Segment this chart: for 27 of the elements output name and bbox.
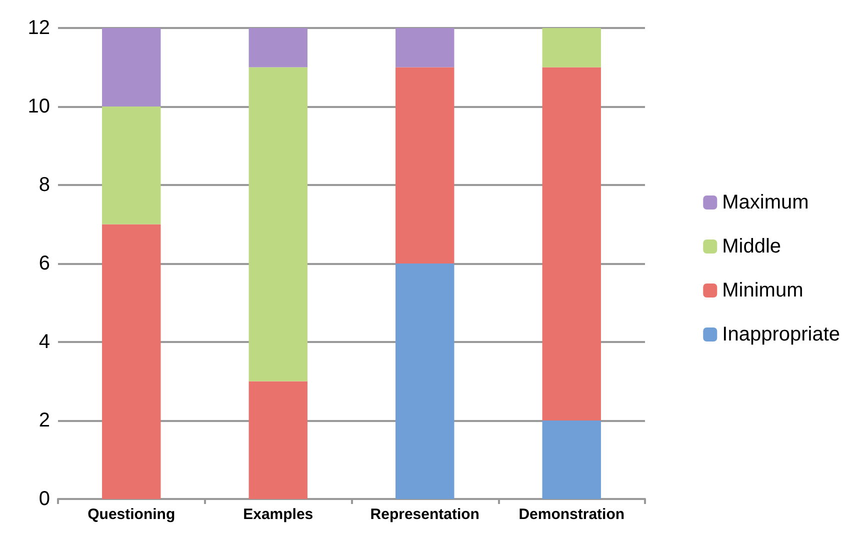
legend-label: Middle (722, 236, 782, 258)
y-tick-label: 4 (38, 331, 50, 353)
bar (396, 264, 454, 499)
y-tick-label: 12 (28, 17, 50, 39)
bar (248, 67, 308, 382)
x-tick-label: Demonstration (518, 506, 625, 523)
legend-label: Maximum (722, 192, 809, 214)
bar (396, 28, 454, 68)
y-tick-label: 8 (38, 174, 50, 196)
bar (542, 420, 601, 499)
y-tick-label: 2 (38, 410, 50, 432)
legend-label: Minimum (722, 280, 804, 302)
x-tick-label: Questioning (88, 506, 176, 523)
y-tick-label: 10 (28, 96, 50, 118)
x-tick-label: Examples (243, 506, 314, 523)
y-tick-label: 6 (38, 252, 50, 274)
bar (102, 28, 161, 106)
legend-label: Inappropriate (722, 324, 840, 346)
y-tick-label: 0 (38, 488, 50, 510)
bar (248, 28, 308, 68)
bar (542, 28, 601, 68)
bar (102, 224, 161, 499)
bar (542, 67, 601, 420)
bar (248, 381, 308, 499)
x-tick-label: Representation (370, 506, 480, 523)
bar (396, 67, 454, 264)
bar (102, 106, 161, 224)
